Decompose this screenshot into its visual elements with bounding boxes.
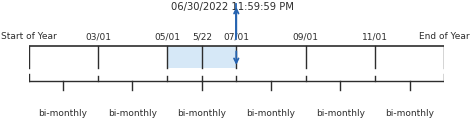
- Text: bi-monthly: bi-monthly: [316, 109, 365, 118]
- Text: Start of Year: Start of Year: [0, 32, 56, 41]
- Text: 03/01: 03/01: [85, 32, 111, 41]
- Text: 09/01: 09/01: [293, 32, 319, 41]
- Text: 5/22: 5/22: [192, 32, 212, 41]
- Text: bi-monthly: bi-monthly: [177, 109, 226, 118]
- Text: bi-monthly: bi-monthly: [385, 109, 434, 118]
- Text: End of Year: End of Year: [419, 32, 470, 41]
- Text: bi-monthly: bi-monthly: [108, 109, 157, 118]
- Text: bi-monthly: bi-monthly: [246, 109, 295, 118]
- Text: 06/30/2022 11:59:59 PM: 06/30/2022 11:59:59 PM: [171, 2, 294, 12]
- Bar: [167, 46, 236, 68]
- Text: 11/01: 11/01: [361, 32, 388, 41]
- Text: 07/01: 07/01: [223, 32, 249, 41]
- Text: 05/01: 05/01: [154, 32, 180, 41]
- Text: bi-monthly: bi-monthly: [39, 109, 87, 118]
